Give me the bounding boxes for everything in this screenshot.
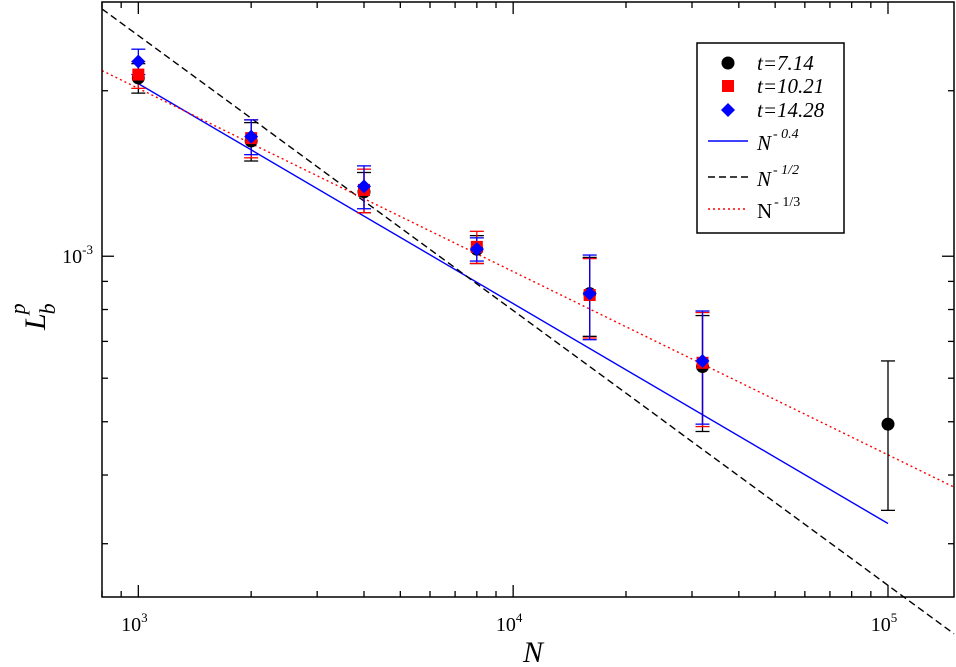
x-tick-label-2: 105 <box>871 610 898 636</box>
fit-line-2 <box>101 69 955 488</box>
legend-box <box>696 42 845 234</box>
legend-entry-4: N- 1/2 <box>708 163 799 191</box>
legend-label: t=7.14 <box>757 51 814 75</box>
axis-ticks <box>101 2 954 597</box>
data-point-s2-p1 <box>244 129 259 144</box>
fit-line-1 <box>101 8 955 635</box>
data-point-s0-p6 <box>881 417 895 431</box>
legend-entry-1: t=10.21 <box>722 74 824 98</box>
legend-entries: t=7.14t=10.21t=14.28 N - 0.4 N - 1/2 N - 1/3 <box>708 51 825 223</box>
svg-text:Lbp: Lbp <box>5 303 60 331</box>
legend-marker <box>721 103 735 117</box>
y-axis-title-base: L <box>19 313 52 331</box>
y-axis-title-sup: p <box>5 303 30 316</box>
x-tick-label-0: 103 <box>121 610 148 636</box>
plot-frame <box>101 1 955 598</box>
data-markers <box>131 54 895 431</box>
x-axis-title: N <box>522 636 545 667</box>
tick-labels: 103 104 105 10-3 <box>62 242 897 636</box>
y-axis-title: Lbp <box>5 303 60 331</box>
data-point-s2-p0 <box>131 54 146 69</box>
y-axis-title-sub: b <box>35 303 60 314</box>
fit-line-0 <box>137 83 889 525</box>
legend-entry-5: N- 1/3 <box>708 195 800 223</box>
legend-label: N- 0.4 <box>756 127 799 155</box>
legend-label: N- 1/2 <box>756 163 799 191</box>
data-point-s1-p0 <box>132 68 145 81</box>
legend-entry-3: N- 0.4 <box>708 127 799 155</box>
legend-entry-0: t=7.14 <box>721 51 814 75</box>
legend-label: N- 1/3 <box>757 195 800 223</box>
data-point-s2-p4 <box>582 286 597 301</box>
error-bar-s0-p6 <box>880 360 895 511</box>
data-point-s2-p2 <box>356 179 371 194</box>
legend-label: t=14.28 <box>757 98 825 122</box>
fit-lines <box>101 8 955 635</box>
data-point-s2-p5 <box>695 353 710 368</box>
legend: t=7.14t=10.21t=14.28 N - 0.4 N - 1/2 N - 1/3 <box>696 42 845 234</box>
legend-marker <box>722 80 734 92</box>
data-point-s2-p3 <box>469 242 484 257</box>
legend-entry-2: t=14.28 <box>721 98 825 122</box>
legend-marker <box>721 56 735 70</box>
x-tick-label-1: 104 <box>496 610 523 636</box>
legend-label: t=10.21 <box>757 74 824 98</box>
y-tick-label-0: 10-3 <box>62 242 93 268</box>
